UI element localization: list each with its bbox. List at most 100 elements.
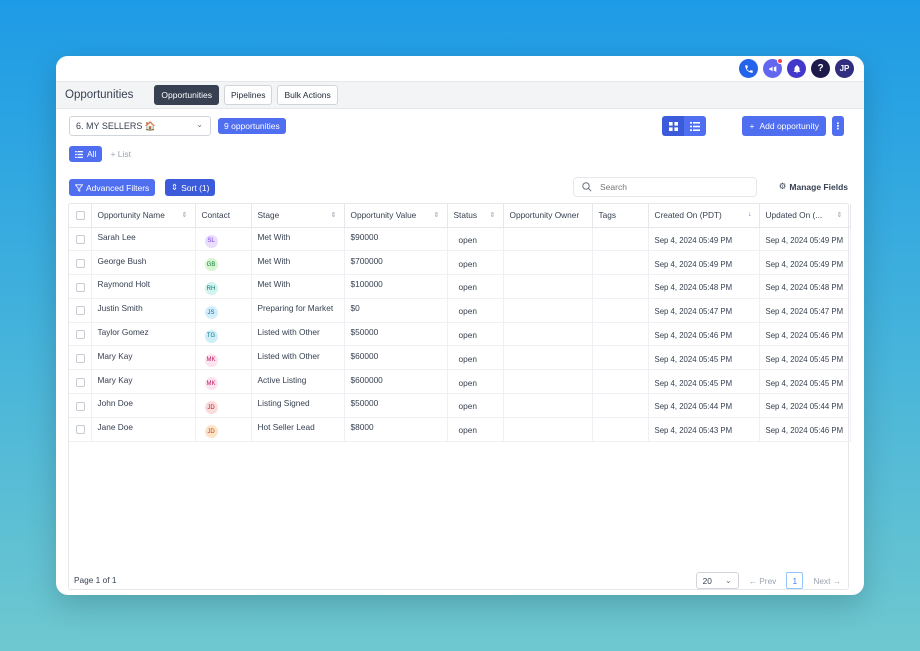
stage: Active Listing (251, 367, 345, 393)
sort-button[interactable]: ⇕ Sort (1) (165, 179, 216, 196)
next-page-button[interactable]: Next → (813, 576, 841, 586)
advanced-filters-button[interactable]: Advanced Filters (69, 179, 156, 196)
bell-icon[interactable] (787, 59, 806, 78)
table-row[interactable]: Sarah Lee SL Met With $90000 open Sep 4, 2024… (69, 225, 851, 252)
page-info: Page 1 of 1 (74, 575, 117, 585)
status-cell: open (447, 298, 504, 323)
column-header-opportunity-value[interactable]: Opportunity Value ⇕ (344, 204, 448, 228)
add-opportunity-button[interactable]: + Add opportunity (742, 116, 826, 136)
avatar[interactable]: MK (204, 377, 218, 391)
user-avatar[interactable]: JP (835, 59, 854, 78)
prev-page-button[interactable]: ← Prev (749, 576, 777, 586)
avatar[interactable]: TG (204, 329, 218, 343)
row-checkbox[interactable] (76, 425, 85, 435)
select-all-checkbox[interactable] (76, 211, 85, 221)
tab-bulk-actions[interactable]: Bulk Actions (277, 85, 338, 105)
page-number-button[interactable]: 1 (786, 572, 804, 589)
avatar[interactable]: SL (204, 234, 218, 248)
more-options-icon[interactable]: ⋮ (832, 116, 844, 136)
avatar[interactable]: JS (204, 306, 218, 320)
table-row[interactable]: Jane Doe JD Hot Seller Lead $8000 open Sep 4,… (69, 415, 851, 442)
column-header-created-on[interactable]: Created On (PDT) ↓ (648, 204, 760, 228)
avatar[interactable]: MK (204, 353, 218, 367)
all-list-button[interactable]: All (69, 146, 103, 162)
updated-on-cell: Sep 4, 2024 05:48 PM (759, 274, 851, 299)
row-checkbox[interactable] (76, 354, 85, 364)
column-header-stage[interactable]: Stage ⇕ (251, 204, 345, 228)
row-select-cell (69, 298, 92, 323)
opportunity-value: $8000 (344, 415, 448, 440)
created-on: Sep 4, 2024 05:46 PM (654, 331, 733, 341)
manage-fields-button[interactable]: ⚙ Manage Fields (779, 181, 848, 192)
search-input[interactable] (600, 182, 740, 192)
add-list-link[interactable]: + List (110, 149, 132, 159)
table-row[interactable]: Mary Kay MK Listed with Other $60000 open Sep… (69, 343, 851, 371)
contact-cell: JD (195, 417, 252, 442)
avatar[interactable]: GB (204, 258, 218, 272)
row-checkbox[interactable] (76, 282, 85, 292)
column-header-opportunity-name[interactable]: Opportunity Name ⇕ (91, 204, 196, 228)
row-checkbox[interactable] (76, 330, 85, 340)
opportunity-name[interactable]: Mary Kay (91, 343, 196, 369)
contact-cell: GB (195, 250, 252, 276)
help-icon[interactable]: ? (811, 59, 830, 78)
sort-down-icon[interactable]: ↓ (748, 211, 752, 218)
stage: Preparing for Market (251, 296, 345, 321)
phone-icon[interactable] (739, 59, 758, 78)
row-checkbox[interactable] (76, 377, 85, 387)
table-row[interactable]: John Doe JD Listing Signed $50000 open Sep 4,… (69, 391, 851, 418)
sort-arrows-icon[interactable]: ⇕ (181, 212, 188, 219)
sort-arrows-icon[interactable]: ⇕ (836, 212, 843, 219)
contact-cell: JS (195, 298, 252, 323)
pipeline-select-value: 6. MY SELLERS 🏠 (76, 120, 157, 131)
megaphone-icon[interactable] (763, 58, 783, 78)
tab-pipelines[interactable]: Pipelines (223, 85, 273, 105)
row-checkbox[interactable] (76, 401, 85, 411)
row-select-cell (69, 274, 92, 299)
status-badge: open (458, 258, 477, 269)
opportunity-name[interactable]: Jane Doe (91, 415, 196, 440)
table-row[interactable]: Raymond Holt RH Met With $100000 open Sep 4, … (69, 272, 851, 299)
updated-on-cell: Sep 4, 2024 05:49 PM (759, 227, 851, 252)
sort-arrows-icon[interactable]: ⇕ (433, 212, 440, 219)
list-view-icon[interactable] (684, 116, 706, 136)
avatar[interactable]: JD (204, 425, 218, 439)
column-header-opportunity-owner: Opportunity Owner (503, 204, 593, 228)
created-on: Sep 4, 2024 05:43 PM (654, 426, 733, 436)
opportunities-table: Opportunity Name ⇕ Contact Stage ⇕ Opportu… (68, 203, 851, 590)
opportunity-owner (503, 298, 593, 323)
column-label: Contact (201, 210, 231, 221)
grid-view-icon[interactable] (662, 116, 684, 136)
table-row[interactable]: George Bush GB Met With $700000 open Sep 4, 2… (69, 248, 851, 276)
column-header-tags: Tags (592, 204, 649, 228)
opportunity-name[interactable]: Mary Kay (91, 367, 196, 393)
created-on-cell: Sep 4, 2024 05:44 PM (648, 393, 760, 418)
table-row[interactable]: Taylor Gomez TG Listed with Other $50000 ope… (69, 320, 851, 347)
opportunity-name[interactable]: John Doe (91, 391, 196, 416)
opportunity-value: $90000 (344, 225, 448, 250)
per-page-select[interactable]: 20 ⌄ (695, 572, 739, 589)
avatar[interactable]: RH (204, 282, 218, 296)
sort-arrows-icon[interactable]: ⇕ (330, 212, 337, 219)
column-label: Updated On (... (765, 210, 823, 221)
opportunity-name[interactable]: Taylor Gomez (91, 320, 196, 345)
status-cell: open (447, 274, 504, 299)
contact-cell: JD (195, 393, 252, 418)
table-row[interactable]: Mary Kay MK Active Listing $600000 open Sep 4… (69, 367, 851, 395)
column-header-status[interactable]: Status ⇕ (447, 204, 504, 228)
row-checkbox[interactable] (76, 258, 85, 268)
opportunity-name[interactable]: Justin Smith (91, 296, 196, 321)
row-checkbox[interactable] (76, 235, 85, 245)
opportunity-name[interactable]: George Bush (91, 248, 196, 274)
avatar[interactable]: JD (204, 401, 218, 415)
pipeline-select[interactable]: 6. MY SELLERS 🏠 ⌄ (69, 116, 211, 136)
row-checkbox[interactable] (76, 306, 85, 316)
opportunity-name[interactable]: Sarah Lee (91, 225, 196, 250)
sort-arrows-icon[interactable]: ⇕ (489, 212, 496, 219)
status-cell: open (447, 369, 504, 395)
tab-opportunities[interactable]: Opportunities (154, 85, 219, 105)
status-cell: open (447, 417, 504, 442)
table-row[interactable]: Justin Smith JS Preparing for Market $0 open… (69, 296, 851, 323)
opportunity-name[interactable]: Raymond Holt (91, 272, 196, 297)
column-header-updated-on[interactable]: Updated On (... ⇕ (759, 204, 851, 228)
